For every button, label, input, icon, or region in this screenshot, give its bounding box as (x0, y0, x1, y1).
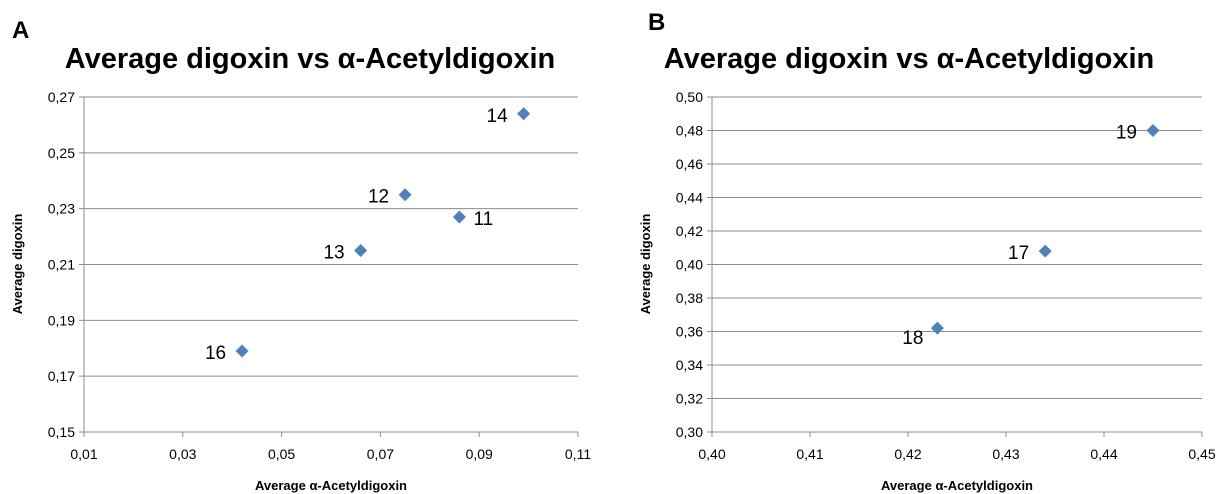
panel-a-y-tick-label: 0,21 (48, 257, 75, 273)
panel-a-axes (79, 96, 579, 437)
panel-b-y-tick-label: 0,38 (676, 290, 703, 306)
panel-a-point-13 (354, 244, 368, 258)
panel-b-y-tick-label: 0,44 (676, 190, 703, 206)
panel-b-y-tick-label: 0,48 (676, 123, 703, 139)
panel-a-gridlines (84, 96, 578, 377)
panel-b-x-tick-label: 0,43 (992, 446, 1019, 462)
panel-a-y-tick-label: 0,15 (48, 424, 75, 440)
panel-a-x-tick-label: 0,03 (169, 446, 196, 462)
panel-b-y-axis-label: Average digoxin (638, 214, 653, 315)
panel-b-x-tick-label: 0,44 (1090, 446, 1117, 462)
panel-a-point-11 (452, 210, 466, 224)
panel-a-y-tick-label: 0,27 (48, 89, 75, 105)
panel-a-x-axis-label: Average α-Acetyldigoxin (255, 478, 407, 493)
panel-b-y-tick-label: 0,46 (676, 156, 703, 172)
panel-a-title: Average digoxin vs α-Acetyldigoxin (65, 43, 556, 75)
panel-a-point-12 (398, 188, 412, 202)
panel-b-letter: B (648, 9, 665, 36)
panel-b-x-tick-labels: 0,40 0,41 0,42 0,43 0,44 0,45 (698, 446, 1215, 462)
panel-a-y-tick-label: 0,25 (48, 145, 75, 161)
panel-a-x-tick-label: 0,09 (466, 446, 493, 462)
panel-a-point-14 (517, 107, 531, 121)
panel-a-x-tick-label: 0,07 (367, 446, 394, 462)
panel-a-y-tick-labels: 0,15 0,17 0,19 0,21 0,23 0,25 0,27 (48, 89, 75, 440)
panel-a-x-tick-label: 0,05 (268, 446, 295, 462)
panel-a-points: 14 12 11 13 16 (205, 106, 531, 364)
panel-b: B Average digoxin vs α-Acetyldigoxin 0,3… (638, 9, 1216, 493)
panel-a-point-label: 13 (323, 243, 344, 264)
panel-a-y-tick-label: 0,19 (48, 312, 75, 328)
panel-b-y-tick-label: 0,30 (676, 424, 703, 440)
panel-a-y-tick-label: 0,17 (48, 368, 75, 384)
panel-b-x-tick-label: 0,45 (1188, 446, 1215, 462)
panel-a-point-16 (235, 344, 249, 358)
panel-a-point-label: 11 (473, 209, 493, 230)
panel-b-y-tick-label: 0,36 (676, 324, 703, 340)
panel-a-point-label: 16 (205, 343, 226, 364)
panel-b-y-tick-label: 0,32 (676, 391, 703, 407)
panel-b-point-18 (930, 321, 944, 335)
panel-b-y-tick-label: 0,34 (676, 357, 703, 373)
panel-b-x-axis-label: Average α-Acetyldigoxin (881, 478, 1033, 493)
panel-b-x-tick-label: 0,40 (698, 446, 725, 462)
panel-b-y-tick-labels: 0,30 0,32 0,34 0,36 0,38 0,40 0,42 0,44 0,46 0,48… (676, 89, 703, 440)
panel-b-points: 19 17 18 (902, 123, 1160, 349)
panel-b-gridlines (712, 96, 1202, 399)
panel-a-y-tick-label: 0,23 (48, 201, 75, 217)
panel-b-point-19 (1146, 124, 1160, 137)
panel-b-axes (707, 96, 1203, 437)
panel-b-x-tick-label: 0,42 (894, 446, 921, 462)
panel-a-point-label: 14 (487, 106, 509, 127)
panel-a-letter: A (12, 17, 29, 44)
panel-b-point-label: 18 (902, 328, 923, 349)
panel-b-x-tick-label: 0,41 (796, 446, 823, 462)
panel-a-y-axis-label: Average digoxin (10, 214, 25, 315)
panel-a-x-tick-labels: 0,01 0,03 0,05 0,07 0,09 0,11 (70, 446, 591, 462)
panel-b-y-tick-label: 0,42 (676, 223, 703, 239)
panel-a-x-tick-label: 0,01 (70, 446, 97, 462)
panel-b-title: Average digoxin vs α-Acetyldigoxin (664, 43, 1155, 75)
panel-b-y-tick-label: 0,50 (676, 89, 703, 105)
panel-b-point-label: 19 (1116, 123, 1137, 144)
panel-b-point-label: 17 (1008, 243, 1029, 264)
panel-a-point-label: 12 (368, 187, 389, 208)
panel-a: A Average digoxin vs α-Acetyldigoxin 0,1… (10, 17, 591, 493)
panel-b-point-17 (1038, 244, 1052, 258)
panel-a-x-tick-label: 0,11 (565, 446, 591, 462)
panel-b-y-tick-label: 0,40 (676, 257, 703, 273)
